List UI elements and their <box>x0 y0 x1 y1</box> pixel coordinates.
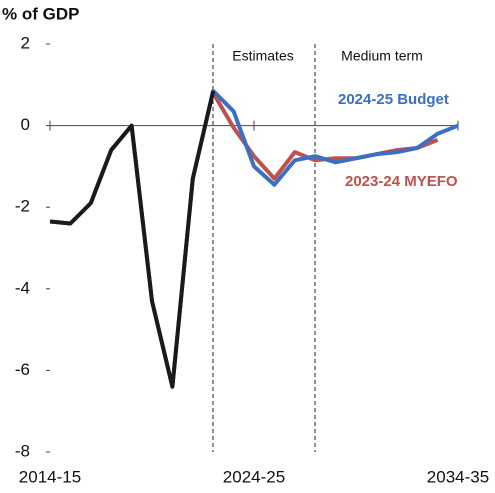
series-line <box>49 90 216 389</box>
y-tick-label: 2 <box>21 33 30 52</box>
y-tick-label: 0 <box>21 115 30 134</box>
annotation: Medium term <box>341 48 423 64</box>
legend-label: 2023-24 MYEFO <box>345 173 458 190</box>
y-axis-label: % of GDP <box>2 4 79 23</box>
legend-label: 2024-25 Budget <box>338 91 449 108</box>
series-line <box>49 88 459 389</box>
y-tick-label: -2 <box>15 197 30 216</box>
annotation: Estimates <box>232 48 293 64</box>
x-tick-label: 2014-15 <box>19 467 81 486</box>
y-tick-label: -6 <box>15 360 30 379</box>
x-tick-label: 2024-25 <box>223 467 285 486</box>
y-tick-label: -4 <box>15 278 30 297</box>
x-tick-label: 2034-35 <box>427 467 489 486</box>
y-tick-label: -8 <box>15 441 30 460</box>
